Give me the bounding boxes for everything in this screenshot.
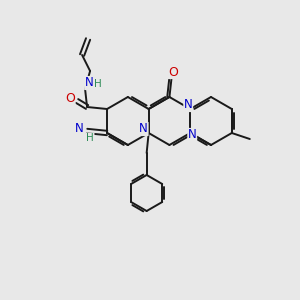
Text: N: N (188, 128, 197, 142)
Text: N: N (139, 122, 148, 136)
Text: N: N (184, 98, 193, 112)
Text: N: N (75, 122, 83, 134)
Text: H: H (86, 133, 94, 143)
Text: N: N (85, 76, 94, 89)
Text: O: O (65, 92, 75, 104)
Text: O: O (169, 65, 178, 79)
Text: H: H (94, 79, 102, 89)
